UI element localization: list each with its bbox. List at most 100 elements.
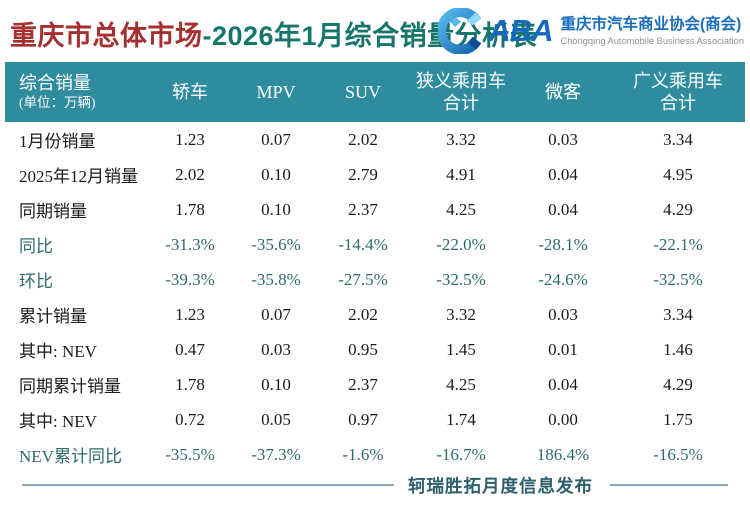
row-label: 其中: NEV [19, 412, 97, 431]
table-row: 1月份销量 1.23 0.07 2.02 3.32 0.03 3.34 [5, 122, 745, 157]
table-row: 累计销量 1.23 0.07 2.02 3.32 0.03 3.34 [5, 297, 745, 332]
row-label: 同期销量 [19, 202, 87, 221]
value-cell: 4.29 [663, 374, 693, 394]
column-header-2: SUV [319, 62, 407, 122]
value-cell: 0.03 [261, 339, 291, 359]
table-row: 其中: NEV 0.72 0.05 0.97 1.74 0.00 1.75 [5, 402, 745, 437]
value-cell: 1.23 [175, 129, 205, 149]
value-cell: 0.03 [548, 304, 578, 324]
footer-publisher-text: 轲瑞胜拓月度信息发布 [408, 475, 593, 496]
value-cell: 0.03 [548, 129, 578, 149]
table-header-row: 综合销量 (单位：万辆) 轿车 MPV SUV 狭义乘用车 合计 微客 广义乘用车 合计 [5, 62, 745, 122]
table-row: 2025年12月销量 2.02 0.10 2.79 4.91 0.04 4.95 [5, 157, 745, 192]
page-title: 重庆市总体市场-2026年1月综合销量分析表 [10, 21, 538, 52]
value-cell: 2.02 [348, 129, 378, 149]
value-cell: -16.5% [653, 444, 703, 464]
column-header-0: 轿车 [147, 62, 233, 122]
table-row: 同比 -31.3% -35.6% -14.4% -22.0% -28.1% -22.1% [5, 227, 745, 262]
org-name-block: 重庆市汽车商业协会(商会) Chongqing Automobile Busin… [561, 15, 744, 46]
org-name-cn: 重庆市汽车商业协会(商会) [560, 16, 742, 34]
row-label: 2025年12月销量 [19, 167, 138, 186]
value-cell: -22.0% [436, 234, 486, 254]
footer: 轲瑞胜拓月度信息发布 [0, 473, 750, 497]
row-label: NEV累计同比 [19, 447, 122, 466]
table-row: 环比 -39.3% -35.8% -27.5% -32.5% -24.6% -32.5% [5, 262, 745, 297]
row-label: 同期累计销量 [19, 377, 121, 396]
footer-rule-left [22, 484, 394, 486]
value-cell: 3.32 [446, 129, 476, 149]
value-cell: -14.4% [338, 234, 388, 254]
footer-rule-right [610, 484, 728, 486]
value-cell: 0.72 [175, 409, 205, 429]
value-cell: 3.34 [663, 304, 693, 324]
value-cell: 0.00 [548, 409, 578, 429]
table-row: NEV累计同比 -35.5% -37.3% -1.6% -16.7% 186.4% -16.… [5, 437, 745, 472]
value-cell: 0.97 [348, 409, 378, 429]
value-cell: 0.04 [548, 199, 578, 219]
value-cell: 3.34 [663, 129, 693, 149]
value-cell: -32.5% [653, 269, 703, 289]
row-label: 累计销量 [19, 307, 87, 326]
value-cell: 186.4% [536, 444, 590, 464]
value-cell: -22.1% [653, 234, 703, 254]
row-label: 其中: NEV [19, 342, 97, 361]
column-header-3: 狭义乘用车 合计 [407, 62, 515, 122]
table-row: 同期销量 1.78 0.10 2.37 4.25 0.04 4.29 [5, 192, 745, 227]
value-cell: 1.46 [663, 339, 693, 359]
value-cell: 1.78 [175, 199, 205, 219]
value-cell: -1.6% [342, 444, 384, 464]
value-cell: 0.95 [348, 339, 378, 359]
title-report-name: -2026年1月综合销量分析表 [202, 21, 538, 51]
unit-note: (单位：万辆) [19, 94, 96, 110]
value-cell: 1.74 [446, 409, 476, 429]
value-cell: -16.7% [436, 444, 486, 464]
title-market-segment: 重庆市总体市场 [10, 21, 203, 51]
value-cell: 4.95 [663, 164, 693, 184]
value-cell: 1.78 [175, 374, 205, 394]
value-cell: -39.3% [165, 269, 215, 289]
value-cell: -35.6% [251, 234, 301, 254]
value-cell: -37.3% [251, 444, 301, 464]
row-label: 环比 [19, 272, 53, 291]
value-cell: 3.32 [446, 304, 476, 324]
value-cell: 4.25 [446, 199, 476, 219]
value-cell: -31.3% [165, 234, 215, 254]
value-cell: 0.01 [548, 339, 578, 359]
value-cell: 0.04 [548, 164, 578, 184]
org-name-en: Chongqing Automobile Business Associatio… [560, 35, 744, 46]
value-cell: 2.79 [348, 164, 378, 184]
caba-logo: ABA 重庆市汽车商业协会(商会) Chongqing Automobile B… [438, 8, 744, 54]
caba-logo-icon [438, 8, 488, 54]
value-cell: 0.05 [261, 409, 291, 429]
value-cell: 0.07 [261, 304, 291, 324]
value-cell: 4.91 [446, 164, 476, 184]
column-header-4: 微客 [515, 62, 611, 122]
value-cell: 2.02 [175, 164, 205, 184]
value-cell: -24.6% [538, 269, 588, 289]
value-cell: 2.37 [348, 199, 378, 219]
value-cell: -35.5% [165, 444, 215, 464]
value-cell: -28.1% [538, 234, 588, 254]
column-header-5: 广义乘用车 合计 [611, 62, 745, 122]
value-cell: 0.10 [261, 164, 291, 184]
value-cell: 0.04 [548, 374, 578, 394]
value-cell: 0.47 [175, 339, 205, 359]
table-row: 其中: NEV 0.47 0.03 0.95 1.45 0.01 1.46 [5, 332, 745, 367]
value-cell: 1.23 [175, 304, 205, 324]
value-cell: 0.10 [261, 374, 291, 394]
row-label: 1月份销量 [19, 132, 96, 151]
table-row: 同期累计销量 1.78 0.10 2.37 4.25 0.04 4.29 [5, 367, 745, 402]
sales-analysis-table: 综合销量 (单位：万辆) 轿车 MPV SUV 狭义乘用车 合计 微客 广义乘用车 合计 1… [5, 62, 745, 472]
value-cell: 2.37 [348, 374, 378, 394]
value-cell: 2.02 [348, 304, 378, 324]
value-cell: 0.07 [261, 129, 291, 149]
value-cell: -32.5% [436, 269, 486, 289]
value-cell: 1.45 [446, 339, 476, 359]
value-cell: 1.75 [663, 409, 693, 429]
column-header-1: MPV [233, 62, 319, 122]
caba-acronym: ABA [488, 13, 553, 48]
value-cell: 0.10 [261, 199, 291, 219]
value-cell: -27.5% [338, 269, 388, 289]
table-title: 综合销量 [19, 73, 91, 94]
